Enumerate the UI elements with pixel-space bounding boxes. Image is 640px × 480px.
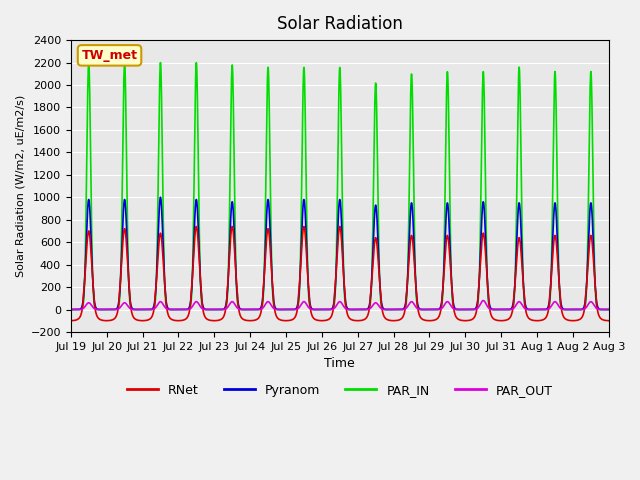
PAR_OUT	[355, 307, 363, 312]
Pyranom	[355, 307, 363, 312]
Pyranom	[217, 307, 225, 312]
RNet	[605, 318, 612, 324]
Title: Solar Radiation: Solar Radiation	[277, 15, 403, 33]
PAR_IN	[367, 291, 375, 297]
Line: RNet: RNet	[71, 227, 609, 321]
PAR_IN	[217, 307, 225, 312]
RNet	[573, 318, 580, 324]
RNet	[496, 318, 504, 324]
Legend: RNet, Pyranom, PAR_IN, PAR_OUT: RNet, Pyranom, PAR_IN, PAR_OUT	[122, 379, 558, 402]
PAR_OUT	[557, 306, 565, 312]
PAR_OUT	[605, 307, 612, 312]
Pyranom	[67, 307, 75, 312]
RNet	[67, 318, 75, 324]
Pyranom	[367, 287, 375, 293]
PAR_OUT	[67, 307, 75, 312]
Line: Pyranom: Pyranom	[71, 197, 609, 310]
RNet	[355, 318, 363, 324]
PAR_IN	[355, 307, 363, 312]
PAR_IN	[67, 307, 75, 312]
RNet	[367, 287, 375, 292]
Pyranom	[557, 303, 565, 309]
Pyranom	[605, 307, 612, 312]
PAR_OUT	[573, 307, 580, 312]
PAR_OUT	[367, 305, 374, 311]
Pyranom	[573, 307, 580, 312]
Pyranom	[157, 194, 164, 200]
RNet	[193, 224, 200, 229]
PAR_IN	[85, 60, 93, 65]
RNet	[217, 316, 225, 322]
Text: TW_met: TW_met	[81, 49, 138, 62]
PAR_OUT	[479, 298, 487, 303]
X-axis label: Time: Time	[324, 357, 355, 370]
Pyranom	[496, 307, 504, 312]
Y-axis label: Solar Radiation (W/m2, uE/m2/s): Solar Radiation (W/m2, uE/m2/s)	[15, 95, 25, 277]
PAR_OUT	[217, 307, 225, 312]
Line: PAR_IN: PAR_IN	[71, 62, 609, 310]
PAR_OUT	[496, 307, 504, 312]
PAR_IN	[573, 307, 580, 312]
PAR_IN	[557, 305, 565, 311]
Line: PAR_OUT: PAR_OUT	[71, 300, 609, 310]
PAR_IN	[496, 307, 504, 312]
RNet	[557, 306, 565, 312]
PAR_IN	[605, 307, 612, 312]
